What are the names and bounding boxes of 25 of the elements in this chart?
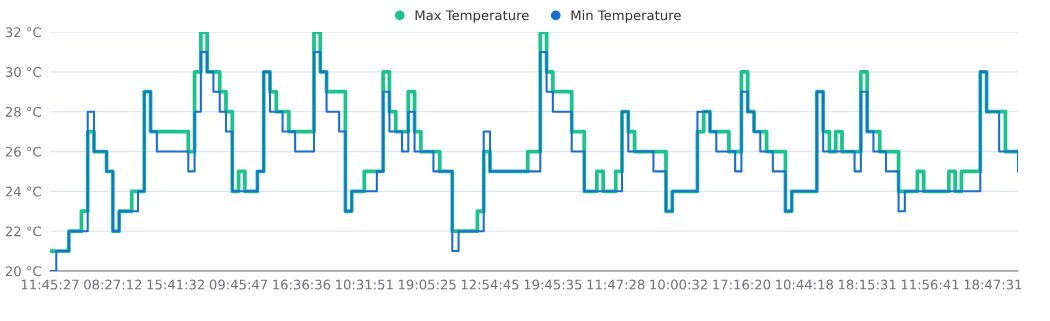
x-tick-label: 12:54:45 xyxy=(461,279,519,290)
x-tick-label: 19:45:35 xyxy=(524,279,582,290)
x-tick-label: 18:47:31 xyxy=(964,279,1022,290)
x-tick-label: 17:16:20 xyxy=(713,279,771,290)
y-tick-label: 26 °C xyxy=(5,146,41,157)
x-tick-label: 10:00:32 xyxy=(650,279,707,290)
legend-label: Min Temperature xyxy=(571,9,681,23)
x-tick-label: 11:47:28 xyxy=(587,279,645,290)
y-tick-label: 32 °C xyxy=(5,27,41,38)
y-tick-label: 22 °C xyxy=(5,226,41,237)
x-tick-label: 09:45:47 xyxy=(209,279,268,290)
x-tick-label: 18:15:31 xyxy=(838,279,896,290)
x-tick-label: 08:27:12 xyxy=(84,279,142,290)
x-tick-label: 11:45:27 xyxy=(21,279,79,290)
x-tick-label: 15:41:32 xyxy=(147,279,205,290)
y-tick-label: 20 °C xyxy=(5,266,41,277)
x-tick-label: 11:56:41 xyxy=(901,279,959,290)
x-tick-label: 16:36:36 xyxy=(273,279,331,290)
y-tick-label: 24 °C xyxy=(5,186,41,197)
legend-label: Max Temperature xyxy=(415,10,529,23)
y-tick-label: 28 °C xyxy=(5,106,41,117)
y-tick-label: 30 °C xyxy=(5,67,41,78)
x-tick-label: 10:44:18 xyxy=(776,279,834,290)
x-tick-label: 19:05:25 xyxy=(398,279,456,290)
x-tick-label: 10:31:51 xyxy=(336,279,393,290)
